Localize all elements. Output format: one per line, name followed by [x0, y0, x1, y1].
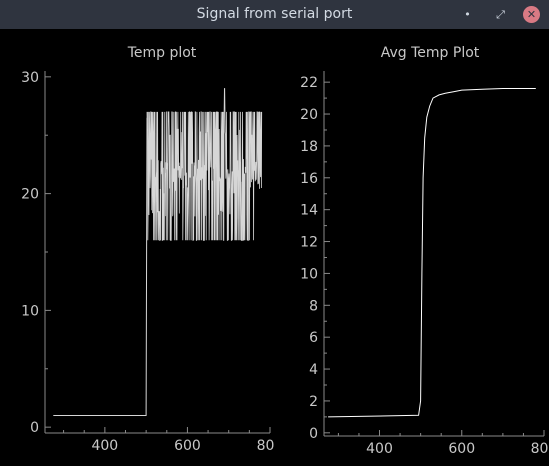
- window-title: Signal from serial port: [196, 6, 353, 22]
- maximize-icon: ⤢: [496, 8, 505, 21]
- avg-temp-plot: Avg Temp Plot 400 600 800 0 2 4 6 8 10 12 14 16 18 20 2…: [300, 45, 549, 457]
- temp-plot: Temp plot 400 600 800 0 10 20 30: [21, 45, 274, 454]
- y-tick-label: 22: [300, 75, 318, 91]
- y-tick-label: 20: [21, 187, 39, 203]
- x-tick-label: 800: [257, 438, 274, 454]
- y-tick-label: 6: [309, 330, 318, 346]
- x-tick-label: 400: [91, 438, 118, 454]
- y-tick-label: 8: [309, 298, 318, 314]
- y-tick-label: 16: [300, 171, 318, 187]
- y-tick-label: 18: [300, 139, 318, 155]
- minimize-icon: •: [464, 8, 471, 21]
- close-icon: ✕: [526, 8, 537, 21]
- x-tick-label: 600: [174, 438, 201, 454]
- x-tick-label: 400: [366, 441, 393, 457]
- plot-title: Avg Temp Plot: [381, 45, 480, 61]
- series-line: [53, 117, 148, 416]
- title-bar[interactable]: Signal from serial port • ⤢ ✕: [0, 0, 549, 29]
- y-tick-label: 12: [300, 235, 318, 251]
- close-button[interactable]: ✕: [523, 6, 540, 23]
- plot-title: Temp plot: [127, 45, 197, 61]
- y-tick-label: 20: [300, 107, 318, 123]
- y-tick-label: 14: [300, 203, 318, 219]
- y-tick-label: 0: [309, 426, 318, 442]
- minimize-button[interactable]: •: [459, 6, 476, 23]
- series-noise-line: [146, 88, 263, 241]
- series-line: [328, 88, 536, 418]
- y-tick-label: 30: [21, 70, 39, 86]
- y-tick-label: 2: [309, 394, 318, 410]
- y-tick-label: 0: [30, 420, 39, 436]
- maximize-button[interactable]: ⤢: [492, 6, 509, 23]
- x-tick-label: 800: [531, 441, 549, 457]
- y-tick-label: 10: [21, 303, 39, 319]
- x-tick-label: 600: [448, 441, 475, 457]
- y-tick-label: 10: [300, 266, 318, 282]
- y-tick-label: 4: [309, 362, 318, 378]
